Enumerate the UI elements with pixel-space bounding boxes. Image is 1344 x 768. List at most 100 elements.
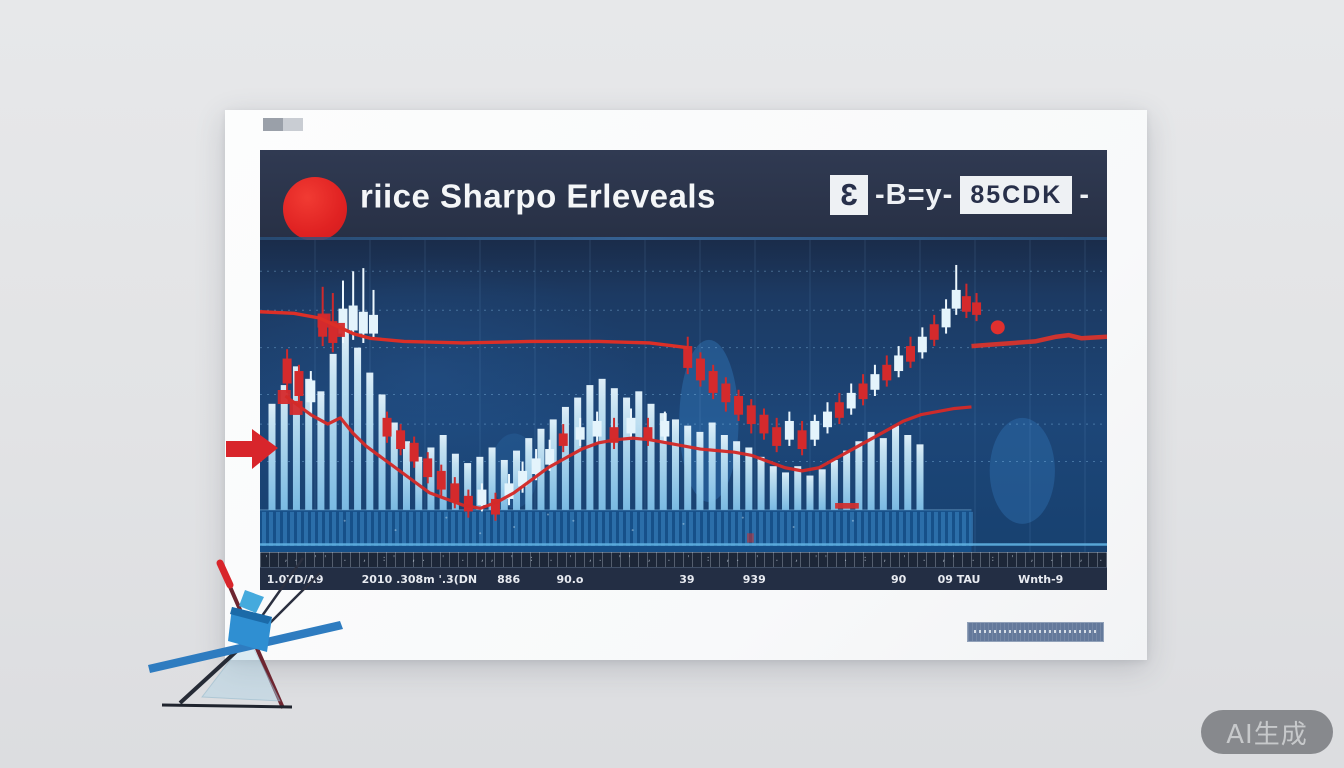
band-stripe <box>633 511 637 546</box>
window-chip-dark[interactable] <box>263 118 283 131</box>
candle-body-up <box>810 420 820 440</box>
horizontal-scrollbar[interactable] <box>967 622 1104 642</box>
band-stripe <box>962 511 966 546</box>
candle-body-up <box>592 420 602 437</box>
band-stripe <box>934 511 938 546</box>
glass-panel <box>201 636 281 702</box>
band-stripe <box>703 511 707 546</box>
band-stripe <box>570 511 574 546</box>
band-stripe <box>654 511 658 546</box>
volume-bar <box>843 450 851 510</box>
speckle <box>851 519 854 522</box>
band-stripe <box>885 511 889 546</box>
volume-bar <box>378 394 386 510</box>
band-stripe <box>864 511 868 546</box>
band-stripe <box>787 511 791 546</box>
candle-body-up <box>822 411 832 428</box>
candle-body-up <box>660 420 670 437</box>
x-axis-label: 939 <box>742 573 766 586</box>
band-stripe <box>528 511 532 546</box>
band-stripe <box>626 511 630 546</box>
band-stripe <box>682 511 686 546</box>
blue-fin <box>239 590 264 613</box>
band-stripe <box>430 511 434 546</box>
volume-bar <box>488 447 496 510</box>
speckle <box>343 519 346 522</box>
band-stripe <box>724 511 728 546</box>
x-axis-label: 886 <box>497 573 521 586</box>
candle-body-down <box>396 430 406 450</box>
volume-bar <box>879 438 887 510</box>
chart-panel: riice Sharpo Erleveals 3 -B=y- 85CDK - '… <box>260 150 1107 590</box>
candle-body-up <box>531 458 541 474</box>
candle-body-down <box>490 498 500 515</box>
band-stripe <box>479 511 483 546</box>
x-axis-label: 2010 .308m '.3(DN <box>361 573 478 586</box>
volume-bar <box>757 456 765 510</box>
volume-bar <box>708 422 716 510</box>
ma-tail-line <box>971 332 1107 349</box>
volume-bar <box>476 456 484 510</box>
band-stripe <box>794 511 798 546</box>
bg-blob <box>989 417 1055 524</box>
red-dot-marker <box>990 320 1005 335</box>
volume-bar <box>598 378 606 510</box>
band-stripe <box>563 511 567 546</box>
volume-bar <box>366 372 374 510</box>
band-stripe <box>675 511 679 546</box>
slide-card: riice Sharpo Erleveals 3 -B=y- 85CDK - '… <box>225 110 1147 660</box>
band-stripe <box>283 511 287 546</box>
volume-bar <box>537 428 545 510</box>
band-stripe <box>836 511 840 546</box>
band-stripe <box>801 511 805 546</box>
ma-line-lower <box>284 394 972 510</box>
band-stripe <box>402 511 406 546</box>
candle-body-down <box>721 383 731 403</box>
blue-hub-face <box>230 607 272 624</box>
header-glow-divider <box>260 237 1107 242</box>
band-stripe <box>892 511 896 546</box>
x-axis-label: Wnth-9 <box>1018 573 1064 586</box>
speckle <box>682 522 685 525</box>
volume-bar <box>354 347 362 510</box>
band-stripe <box>619 511 623 546</box>
candle-body-down <box>558 433 568 446</box>
chart-header: riice Sharpo Erleveals 3 -B=y- 85CDK - <box>260 150 1107 242</box>
candle-body-up <box>784 420 794 440</box>
header-mid-label: -B=y- <box>875 178 954 211</box>
band-stripe <box>878 511 882 546</box>
band-stripe <box>542 511 546 546</box>
volume-bar <box>610 388 618 510</box>
band-stripe <box>773 511 777 546</box>
band-stripe <box>906 511 910 546</box>
band-stripe <box>521 511 525 546</box>
candle-body-down <box>294 371 304 396</box>
band-stripe <box>843 511 847 546</box>
band-stripe <box>969 511 973 546</box>
band-stripe <box>472 511 476 546</box>
candle-body-up <box>545 449 555 465</box>
window-chip-light[interactable] <box>283 118 303 131</box>
speckle <box>631 529 634 532</box>
volume-bar <box>855 441 863 510</box>
candle-body-down <box>961 296 971 312</box>
scrollbar-dots <box>974 630 1097 633</box>
band-stripe <box>500 511 504 546</box>
band-stripe <box>920 511 924 546</box>
band-stripe <box>815 511 819 546</box>
candle-body-down <box>858 383 868 400</box>
badge-number: 3 <box>830 175 869 215</box>
tick-noise-text: ' ,. '' . , :' ,. ' . ,, ' : . ' ,. '' ,… <box>264 554 1107 563</box>
volume-bar <box>794 466 802 510</box>
band-stripe <box>871 511 875 546</box>
band-stripe <box>381 511 385 546</box>
band-stripe <box>927 511 931 546</box>
volume-bar <box>329 353 337 510</box>
band-stripe <box>297 511 301 546</box>
band-stripe <box>290 511 294 546</box>
ma-red-block <box>277 390 291 404</box>
candle-body-up <box>575 427 585 440</box>
candle-body-up <box>917 336 927 353</box>
candle-body-down <box>905 346 915 362</box>
band-stripe <box>745 511 749 546</box>
